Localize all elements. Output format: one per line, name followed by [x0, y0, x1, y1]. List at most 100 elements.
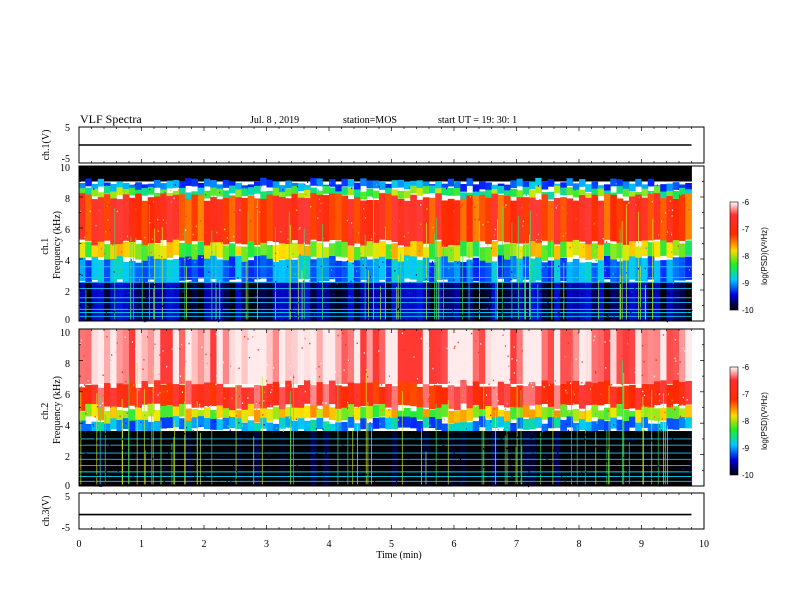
spectrogram-speckle: [400, 285, 402, 287]
spectrogram-cell: [116, 383, 124, 407]
spectrogram-cell: [341, 421, 349, 433]
spectrogram-speckle: [599, 205, 601, 207]
ch1-ytick-8: 8: [65, 194, 70, 205]
ch1-ytick-2: 2: [65, 287, 70, 298]
spectrogram-cell: [179, 329, 186, 384]
spectrogram-speckle: [533, 403, 535, 405]
spectrogram-cell: [560, 404, 567, 417]
spectrogram-speckle: [667, 393, 669, 395]
spectrogram-cell: [516, 246, 524, 262]
spectrogram-speckle: [516, 359, 518, 362]
spectrogram-speckle: [540, 290, 542, 293]
spectrogram-speckle: [448, 381, 450, 383]
ch1-cb-tick-8: -8: [742, 252, 750, 261]
spectrogram-speckle: [95, 218, 98, 221]
spectrogram-cell: [247, 431, 255, 486]
spectrogram-speckle: [100, 432, 102, 435]
spectrogram-cell: [122, 262, 130, 286]
spectrogram-speckle: [565, 389, 567, 392]
spectrogram-speckle: [128, 223, 130, 225]
spectrogram-speckle: [643, 360, 645, 363]
spectrogram-cell: [497, 381, 505, 406]
spectrogram-speckle: [262, 451, 265, 453]
spectrogram-cell: [235, 246, 242, 262]
spectrogram-speckle: [483, 402, 485, 404]
spectrogram-cell: [204, 190, 211, 199]
spectrogram-speckle: [344, 291, 346, 294]
spectrogram-cell: [535, 404, 542, 418]
spectrogram-speckle: [296, 464, 298, 467]
spectrogram-speckle: [531, 264, 533, 266]
spectrogram-cell: [460, 198, 467, 246]
spectrogram-cell: [579, 242, 586, 259]
spectrogram-cell: [510, 386, 517, 411]
spectrogram-speckle: [205, 366, 207, 369]
spectrogram-cell: [372, 380, 380, 405]
spectrogram-cell: [291, 259, 299, 284]
spectrogram-cell: [460, 431, 467, 486]
spectrogram-speckle: [522, 225, 524, 227]
spectrogram-cell: [116, 187, 124, 196]
spectrogram-speckle: [93, 188, 95, 190]
spectrogram-cell: [160, 384, 167, 409]
spectrogram-speckle: [205, 390, 207, 393]
spectrogram-cell: [241, 422, 249, 434]
spectrogram-cell: [491, 416, 499, 428]
spectrogram-cell: [441, 387, 449, 411]
spectrogram-speckle: [154, 254, 156, 257]
spectrogram-speckle: [670, 233, 673, 236]
spectrogram-speckle: [514, 406, 516, 409]
spectrogram-speckle: [603, 244, 606, 247]
spectrogram-cell: [341, 261, 349, 285]
spectrogram-speckle: [487, 221, 489, 223]
spectrogram-speckle: [95, 474, 97, 477]
spectrogram-speckle: [122, 449, 124, 451]
spectrogram-speckle: [283, 353, 285, 355]
spectrogram-cell: [335, 385, 342, 409]
spectrogram-speckle: [413, 424, 415, 427]
spectrogram-speckle: [670, 251, 673, 253]
spectrogram-speckle: [345, 234, 348, 237]
spectrogram-speckle: [232, 464, 235, 466]
spectrogram-speckle: [383, 446, 385, 449]
spectrogram-speckle: [131, 341, 133, 343]
spectrogram-speckle: [382, 261, 384, 264]
spectrogram-speckle: [654, 306, 656, 308]
spectrogram-cell: [291, 420, 299, 432]
spectrogram-speckle: [160, 190, 162, 192]
spectrogram-cell: [616, 386, 624, 411]
spectrogram-cell: [329, 329, 336, 384]
spectrogram-cell: [385, 409, 392, 422]
spectrogram-cell: [160, 189, 167, 198]
spectrogram-speckle: [510, 271, 513, 273]
spectrogram-cell: [110, 387, 117, 412]
spectrogram-cell: [585, 381, 592, 406]
spectrogram-cell: [297, 255, 305, 279]
spectrogram-cell: [529, 329, 536, 384]
ch3-voltage-frame: [78, 492, 705, 530]
spectrogram-cell: [447, 431, 455, 486]
spectrogram-speckle: [289, 365, 292, 367]
spectrogram-speckle: [499, 318, 501, 320]
spectrogram-speckle: [572, 391, 575, 394]
spectrogram-speckle: [194, 285, 196, 287]
spectrogram-speckle: [213, 338, 215, 340]
spectrogram-speckle: [582, 481, 584, 484]
spectrogram-speckle: [301, 347, 303, 349]
spectrogram-cell: [147, 186, 155, 195]
spectrogram-cell: [104, 431, 111, 486]
spectrogram-speckle: [581, 382, 583, 384]
spectrogram-speckle: [255, 402, 257, 405]
spectrogram-speckle: [631, 479, 633, 482]
spectrogram-speckle: [108, 402, 110, 404]
spectrogram-cell: [447, 188, 455, 196]
spectrogram-cell: [135, 431, 142, 486]
spectrogram-cell: [647, 193, 655, 241]
spectrogram-speckle: [432, 226, 434, 229]
spectrogram-speckle: [628, 385, 630, 388]
spectrogram-speckle: [584, 227, 586, 230]
spectrogram-speckle: [230, 481, 232, 483]
spectrogram-cell: [247, 403, 255, 417]
spectrogram-speckle: [462, 314, 464, 317]
spectrogram-speckle: [571, 477, 573, 479]
